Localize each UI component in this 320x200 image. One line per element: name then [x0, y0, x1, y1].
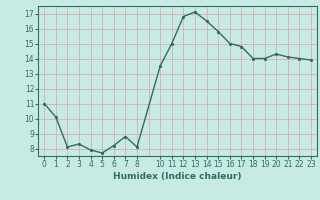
X-axis label: Humidex (Indice chaleur): Humidex (Indice chaleur) — [113, 172, 242, 181]
